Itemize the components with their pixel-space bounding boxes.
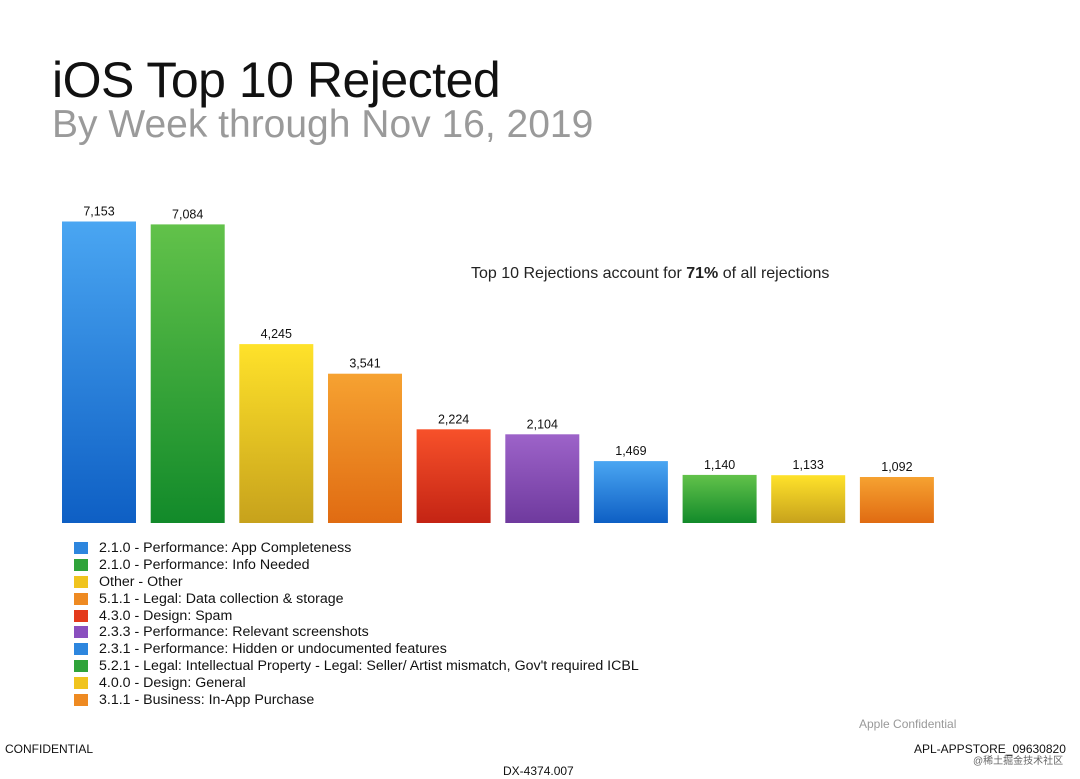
legend-item: 2.1.0 - Performance: Info Needed xyxy=(74,557,639,574)
legend-label: 4.0.0 - Design: General xyxy=(99,674,246,691)
legend-item: 2.3.1 - Performance: Hidden or undocumen… xyxy=(74,641,639,658)
legend-label: 4.3.0 - Design: Spam xyxy=(99,607,233,624)
legend-swatch xyxy=(74,575,88,588)
legend-swatch xyxy=(74,592,88,605)
annotation-highlight: 71% xyxy=(686,265,719,282)
bar-5 xyxy=(416,429,491,523)
legend-item: Other - Other xyxy=(74,574,639,591)
legend-item: 3.1.1 - Business: In-App Purchase xyxy=(74,691,639,708)
bar-10 xyxy=(859,477,934,523)
confidential-label: CONFIDENTIAL xyxy=(5,742,94,756)
legend-label: 5.2.1 - Legal: Intellectual Property - L… xyxy=(99,657,639,674)
legend-label: 2.3.3 - Performance: Relevant screenshot… xyxy=(99,624,369,641)
bar-9 xyxy=(771,475,846,523)
legend-item: 4.3.0 - Design: Spam xyxy=(74,607,639,624)
legend-label: 2.1.0 - Performance: Info Needed xyxy=(99,557,310,574)
chart-legend: 2.1.0 - Performance: App Completeness 2.1… xyxy=(74,540,639,708)
legend-item: 4.0.0 - Design: General xyxy=(74,674,639,691)
legend-swatch xyxy=(74,626,88,639)
bar-value-label-6: 2,104 xyxy=(527,417,558,431)
legend-item: 5.2.1 - Legal: Intellectual Property - L… xyxy=(74,658,639,675)
legend-swatch xyxy=(74,693,88,706)
bar-value-label-7: 1,469 xyxy=(615,444,646,458)
bar-4 xyxy=(328,373,402,523)
exhibit-number: DX-4374.007 xyxy=(503,764,574,778)
legend-label: 5.1.1 - Legal: Data collection & storage xyxy=(99,590,344,607)
apple-confidential-label: Apple Confidential xyxy=(859,717,957,731)
bar-value-label-4: 3,541 xyxy=(349,357,380,371)
bar-value-label-2: 7,084 xyxy=(172,207,203,221)
bar-value-label-3: 4,245 xyxy=(261,327,292,341)
bar-chart: 7,153 7,084 4,245 3,541 2,224 2,104 1,469 1,140… xyxy=(62,205,934,523)
legend-label: 2.1.0 - Performance: App Completeness xyxy=(99,540,352,557)
chart-subtitle: By Week through Nov 16, 2019 xyxy=(52,103,594,146)
legend-label: Other - Other xyxy=(99,573,183,590)
bar-value-label-10: 1,092 xyxy=(881,460,912,474)
bar-7 xyxy=(593,461,668,523)
legend-item: 2.1.0 - Performance: App Completeness xyxy=(74,540,639,557)
bar-8 xyxy=(682,474,757,523)
bar-3 xyxy=(239,344,314,523)
bar-value-label-1: 7,153 xyxy=(83,205,114,219)
legend-label: 2.3.1 - Performance: Hidden or undocumen… xyxy=(99,641,447,658)
legend-label: 3.1.1 - Business: In-App Purchase xyxy=(99,691,315,708)
chart-title: iOS Top 10 Rejected xyxy=(52,52,501,108)
legend-swatch xyxy=(74,659,88,672)
legend-swatch xyxy=(74,559,88,572)
bar-value-label-9: 1,133 xyxy=(793,458,824,472)
bar-6 xyxy=(505,434,580,523)
bar-2 xyxy=(150,224,225,523)
watermark-text: @稀土掘金技术社区 xyxy=(973,756,1064,767)
bar-value-label-5: 2,224 xyxy=(438,412,469,426)
legend-swatch xyxy=(74,676,88,689)
legend-item: 5.1.1 - Legal: Data collection & storage xyxy=(74,590,639,607)
legend-swatch xyxy=(74,643,88,656)
legend-swatch xyxy=(74,609,88,622)
bar-value-label-8: 1,140 xyxy=(704,458,735,472)
legend-swatch xyxy=(74,542,88,555)
bar-1 xyxy=(62,221,136,523)
annotation-note: Top 10 Rejections account for 71% of all… xyxy=(471,265,829,283)
annotation-suffix: of all rejections xyxy=(718,265,830,282)
annotation-prefix: Top 10 Rejections account for xyxy=(471,265,687,282)
bates-number: APL-APPSTORE_09630820 xyxy=(914,742,1066,756)
legend-item: 2.3.3 - Performance: Relevant screenshot… xyxy=(74,624,639,641)
